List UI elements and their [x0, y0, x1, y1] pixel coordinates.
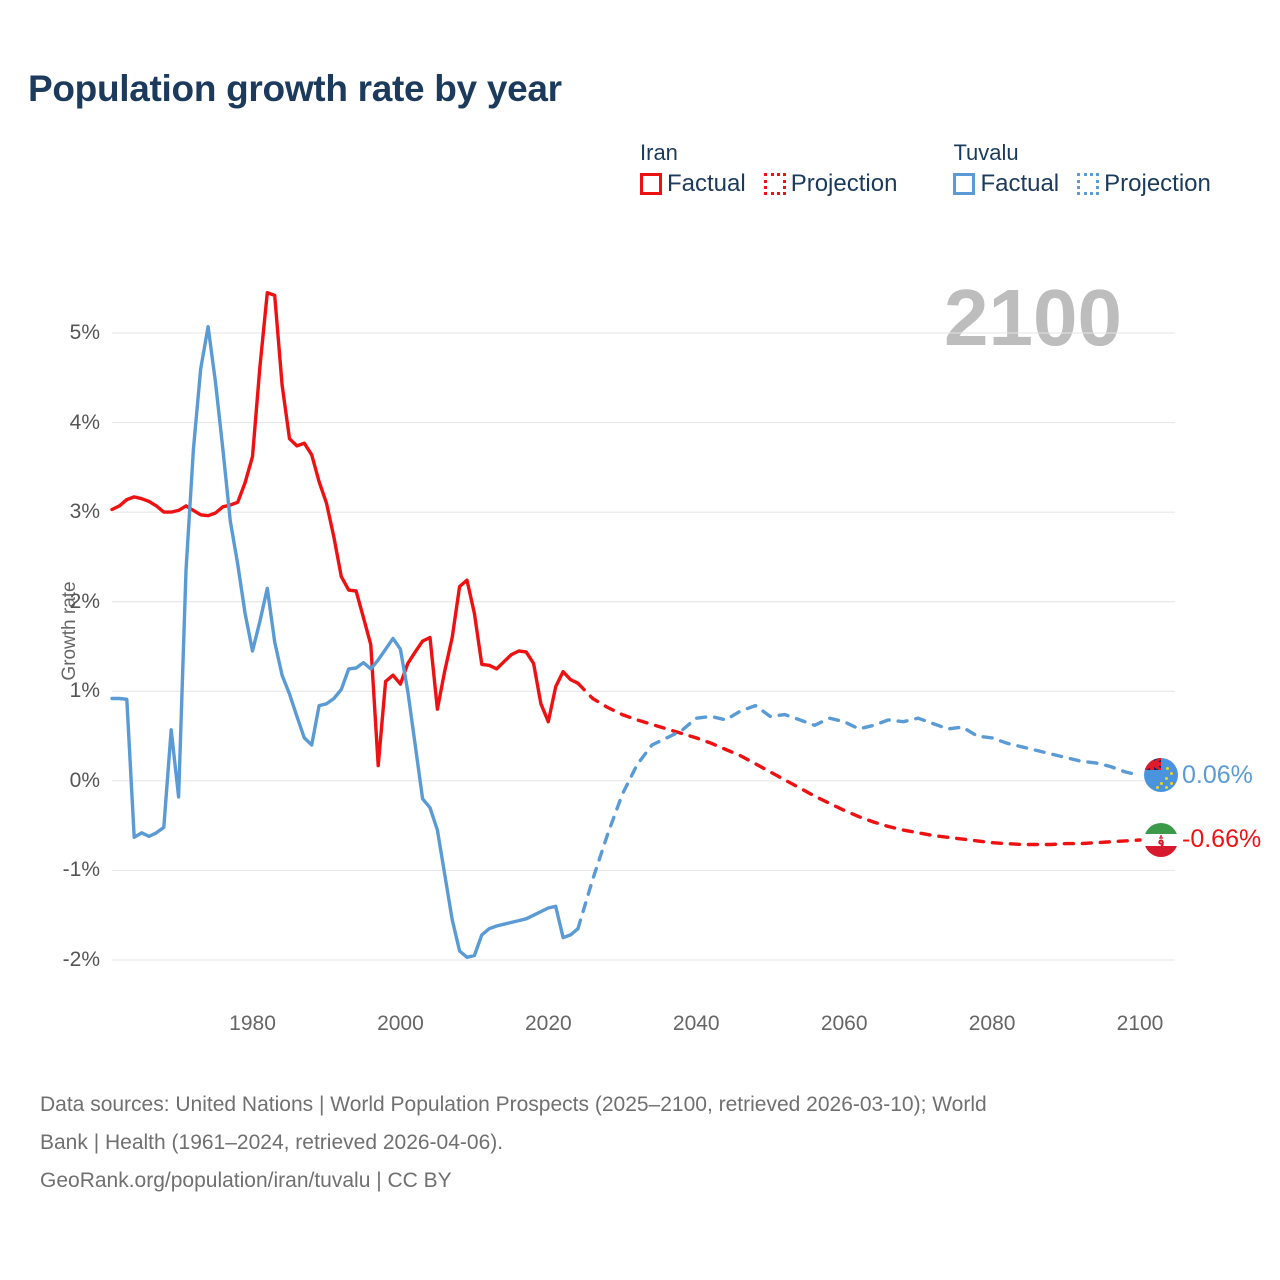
legend-swatch-solid-icon — [640, 173, 662, 195]
footer-line-3[interactable]: GeoRank.org/population/iran/tuvalu | CC … — [40, 1169, 452, 1192]
x-tick-label: 2040 — [672, 1012, 720, 1035]
y-tick-label: -2% — [62, 948, 100, 971]
page-title: Population growth rate by year — [28, 68, 562, 109]
x-tick-label: 2020 — [524, 1012, 572, 1035]
year-watermark: 2100 — [944, 273, 1122, 362]
series-line-tuvalu-factual — [110, 325, 580, 959]
legend-item-iran-projection[interactable]: Projection — [763, 170, 898, 198]
y-tick-label: 1% — [69, 679, 100, 703]
y-tick-label: 4% — [69, 410, 100, 434]
y-tick-label: 5% — [69, 321, 100, 344]
end-label-iran: ۋ -0.66% — [1144, 822, 1262, 857]
iran-flag-icon: ۋ — [1144, 822, 1178, 857]
chart-plot-area: Growth rate 5% 4% 3% 2% 1% 0% -1% -2% 1980 2000 2… — [59, 291, 1175, 1035]
legend-group-tuvalu: Tuvalu Factual Projection — [953, 140, 1211, 198]
legend-swatch-dotted-icon — [1077, 173, 1100, 195]
x-tick-label: 1980 — [229, 1012, 276, 1035]
legend-item-iran-factual[interactable]: Factual — [640, 170, 746, 198]
chart-legend: Iran Factual Projection Tuvalu Factual — [640, 140, 1211, 198]
legend-group-iran: Iran Factual Projection — [640, 140, 897, 198]
legend-label-tuvalu-projection: Projection — [1104, 170, 1211, 197]
legend-country-iran: Iran — [640, 140, 678, 165]
legend-item-tuvalu-factual[interactable]: Factual — [953, 170, 1059, 198]
tuvalu-flag-icon — [1144, 758, 1178, 793]
legend-item-tuvalu-projection[interactable]: Projection — [1077, 170, 1211, 198]
end-label-value: 0.06% — [1182, 760, 1253, 789]
legend-label-tuvalu-factual: Factual — [980, 170, 1060, 197]
end-label-value: -0.66% — [1182, 825, 1262, 854]
x-tick-label: 2080 — [968, 1012, 1016, 1035]
x-tick-label: 2100 — [1116, 1012, 1164, 1035]
footer-line-1: Data sources: United Nations | World Pop… — [40, 1093, 987, 1116]
y-tick-label: 0% — [69, 768, 100, 792]
legend-label-iran-factual: Factual — [667, 170, 746, 197]
x-tick-label: 2060 — [820, 1012, 868, 1035]
series-line-iran-projection — [576, 681, 1142, 847]
legend-country-tuvalu: Tuvalu — [953, 140, 1019, 165]
series-line-tuvalu-projection — [576, 703, 1142, 931]
y-tick-label: -1% — [62, 858, 100, 882]
legend-swatch-dotted-icon — [763, 173, 786, 195]
footer-line-2: Bank | Health (1961–2024, retrieved 2026… — [40, 1131, 504, 1154]
footer-sources: Data sources: United Nations | World Pop… — [40, 1088, 1240, 1198]
x-tick-label: 2000 — [377, 1012, 424, 1035]
chart-svg — [110, 291, 1175, 961]
y-tick-label: 2% — [69, 589, 100, 613]
end-label-tuvalu: 0.06% — [1144, 758, 1253, 793]
legend-label-iran-projection: Projection — [790, 170, 898, 197]
y-tick-label: 3% — [69, 500, 100, 524]
legend-swatch-solid-icon — [953, 173, 976, 195]
